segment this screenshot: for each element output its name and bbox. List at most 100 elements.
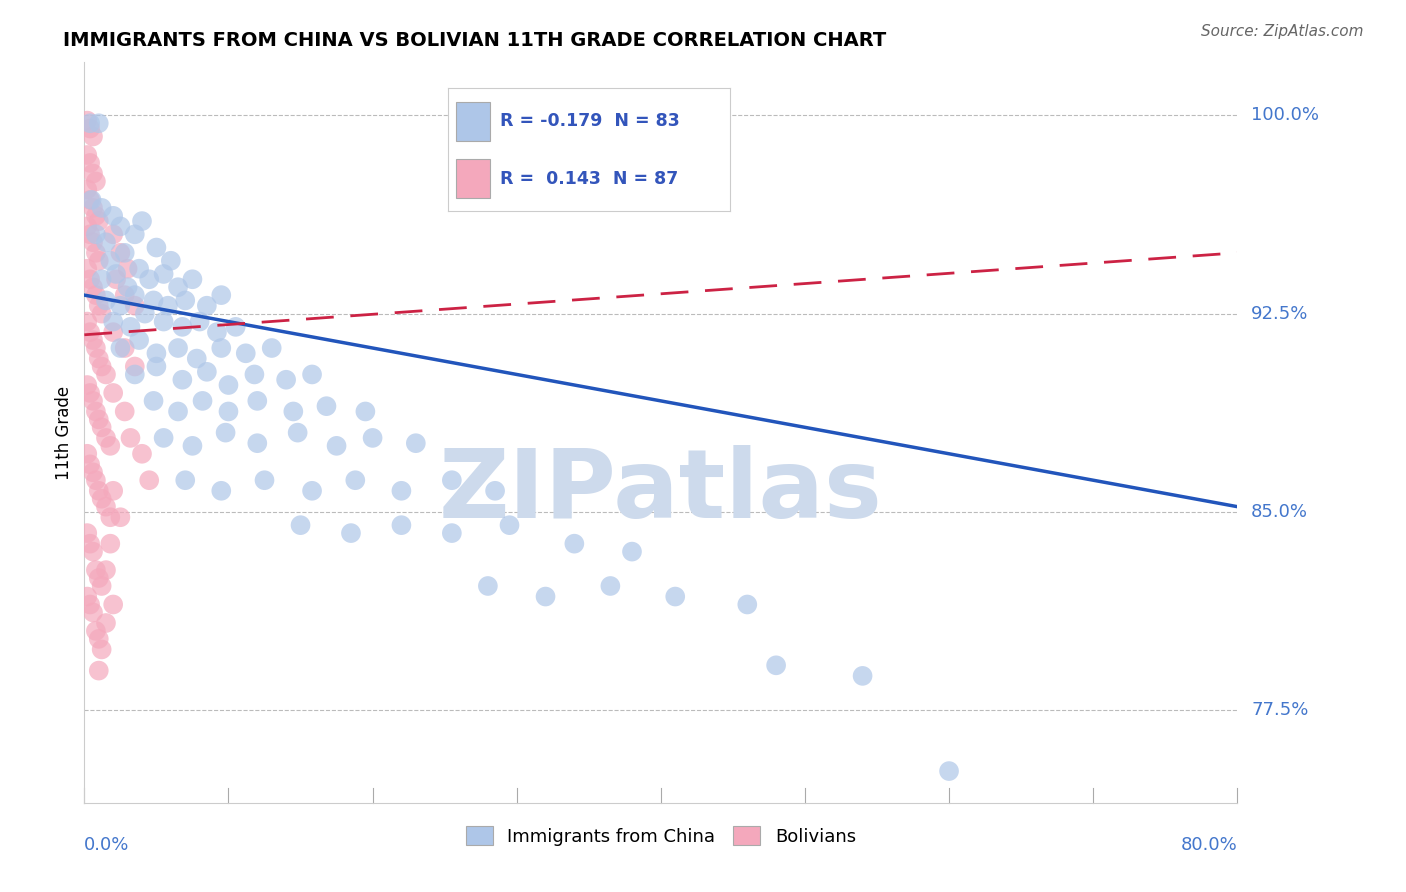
Point — [94, 500, 117, 514]
Point — [76, 590, 98, 604]
Point — [84, 209, 107, 223]
Point — [484, 483, 506, 498]
Point — [405, 436, 427, 450]
Point — [172, 373, 194, 387]
Point — [145, 241, 167, 255]
Text: 80.0%: 80.0% — [1181, 836, 1237, 855]
Point — [90, 642, 112, 657]
Point — [80, 193, 103, 207]
Point — [498, 518, 520, 533]
Point — [195, 299, 218, 313]
Point — [138, 272, 160, 286]
Point — [82, 333, 104, 347]
Point — [87, 483, 110, 498]
Point — [283, 404, 305, 418]
Point — [564, 536, 586, 550]
Point — [79, 193, 101, 207]
Point — [621, 544, 644, 558]
Point — [142, 293, 165, 308]
Point — [145, 359, 167, 374]
Point — [188, 314, 211, 328]
Point — [87, 632, 110, 646]
Point — [124, 227, 146, 242]
Point — [209, 483, 232, 498]
Point — [79, 458, 101, 472]
Point — [79, 325, 101, 339]
Point — [361, 431, 384, 445]
Point — [84, 288, 107, 302]
Point — [152, 431, 174, 445]
Text: ZIPatlas: ZIPatlas — [439, 445, 883, 539]
Point — [131, 447, 153, 461]
Point — [90, 491, 112, 506]
Point — [290, 518, 312, 533]
Point — [90, 201, 112, 215]
Point — [76, 113, 98, 128]
Point — [287, 425, 309, 440]
Point — [76, 526, 98, 541]
Point — [114, 341, 136, 355]
Point — [156, 299, 179, 313]
Text: 0.0%: 0.0% — [84, 836, 129, 855]
Point — [128, 333, 150, 347]
Point — [440, 473, 463, 487]
Point — [243, 368, 266, 382]
Point — [160, 253, 183, 268]
Point — [79, 536, 101, 550]
Point — [114, 245, 136, 260]
Point — [87, 571, 110, 585]
Point — [110, 299, 132, 313]
Point — [84, 227, 107, 242]
Point — [124, 368, 146, 382]
Point — [114, 404, 136, 418]
Point — [82, 201, 104, 215]
Point — [79, 598, 101, 612]
Point — [110, 510, 132, 524]
Point — [79, 121, 101, 136]
Point — [142, 393, 165, 408]
Point — [90, 420, 112, 434]
Text: 77.5%: 77.5% — [1251, 701, 1309, 719]
Point — [105, 272, 128, 286]
Point — [167, 404, 190, 418]
Point — [84, 245, 107, 260]
Point — [76, 314, 98, 328]
Point — [260, 341, 283, 355]
Point — [181, 272, 204, 286]
Point — [124, 299, 146, 313]
Point — [105, 267, 128, 281]
Point — [76, 148, 98, 162]
Point — [145, 346, 167, 360]
Point — [94, 293, 117, 308]
Point — [82, 544, 104, 558]
Point — [124, 288, 146, 302]
Point — [325, 439, 347, 453]
Point — [172, 319, 194, 334]
Point — [103, 483, 124, 498]
Point — [120, 319, 142, 334]
Point — [340, 526, 363, 541]
Text: 92.5%: 92.5% — [1251, 305, 1309, 323]
Point — [110, 341, 132, 355]
Point — [87, 214, 110, 228]
Point — [344, 473, 367, 487]
Point — [205, 325, 228, 339]
Point — [103, 209, 124, 223]
Point — [79, 116, 101, 130]
Point — [103, 314, 124, 328]
Point — [84, 174, 107, 188]
Point — [534, 590, 557, 604]
Point — [87, 351, 110, 366]
Point — [354, 404, 377, 418]
Point — [174, 473, 197, 487]
Point — [76, 447, 98, 461]
Point — [82, 393, 104, 408]
Point — [82, 129, 104, 144]
Point — [94, 235, 117, 250]
Point — [218, 378, 240, 392]
Point — [103, 598, 124, 612]
Point — [82, 280, 104, 294]
Point — [391, 483, 413, 498]
Point — [76, 182, 98, 196]
Point — [82, 235, 104, 250]
